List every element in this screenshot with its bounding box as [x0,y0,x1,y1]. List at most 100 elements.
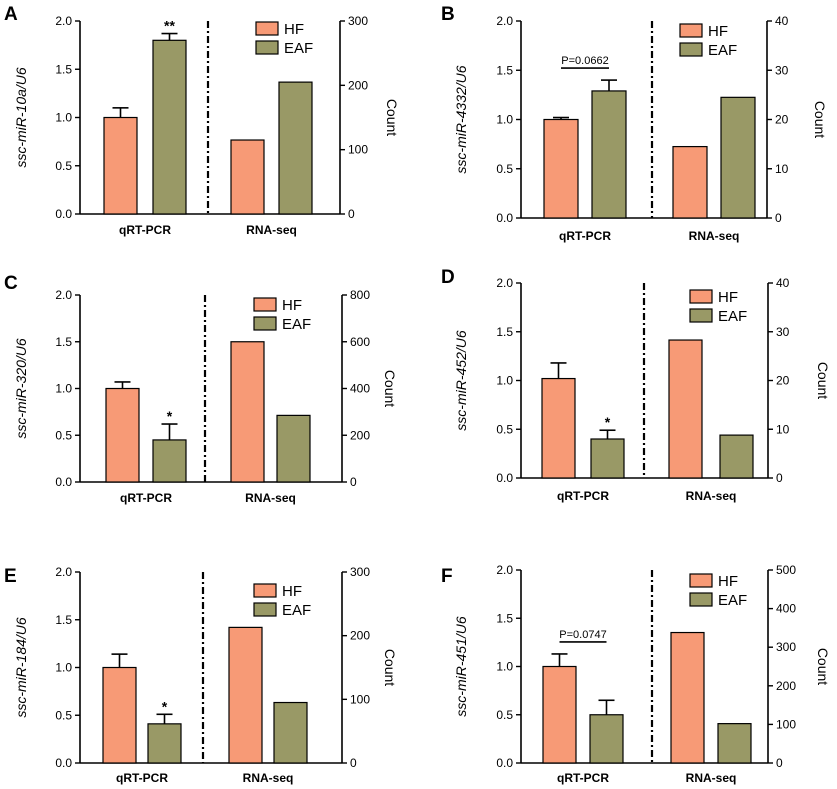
category-label: qRT-PCR [120,491,172,505]
legend-label-hf: HF [284,21,304,38]
category-label: RNA-seq [245,491,296,505]
right-tick-label: 40 [775,14,789,28]
left-tick-label: 2.0 [496,563,513,577]
left-tick-label: 0.5 [55,708,72,722]
left-tick-label: 0.0 [55,756,72,770]
left-tick-label: 1.5 [55,62,72,76]
left-tick-label: 0.0 [496,211,513,225]
bar-qrt-eaf [152,439,187,483]
legend-swatch-eaf [689,592,713,607]
left-tick-label: 1.5 [496,611,513,625]
category-label: qRT-PCR [119,223,171,237]
legend-swatch-hf [689,573,713,588]
left-tick-label: 2.0 [55,14,72,28]
legend-swatch-hf [253,583,277,598]
right-tick-label: 20 [775,113,789,127]
legend-swatch-hf [679,23,703,38]
legend-swatch-eaf [253,316,277,331]
legend-swatch-hf [255,21,279,36]
left-tick-label: 0.5 [55,428,72,442]
right-tick-label: 0 [776,756,783,770]
right-tick-label: 100 [350,692,370,706]
panel-f: F 0.0 0.5 1.0 1.5 2.0 0 100 200 300 400 500 ssc-miR-… [441,563,831,785]
category-label: qRT-PCR [559,229,611,243]
y-axis-label: ssc-miR-10a/U6 [13,67,29,168]
legend-label-hf: HF [282,583,302,600]
bar-rnaseq-hf [672,145,708,219]
right-tick-label: 0 [775,211,782,225]
significance-stars: * [162,698,168,714]
right-tick-label: 20 [776,374,790,388]
y-axis-label: ssc-miR-184/U6 [13,617,29,718]
bar-qrt-eaf [591,90,627,219]
bar-rnaseq-hf [230,341,265,483]
left-tick-label: 2.0 [496,14,513,28]
right-tick-label: 300 [348,14,368,28]
panel-a: A 0.0 0.5 1.0 1.5 2.0 0 100 200 300 ssc-miR-10a/U6… [4,4,400,237]
panel-d: D 0.0 0.5 1.0 1.5 2.0 0 10 20 30 40 ssc-miR-452/U6 C… [441,267,831,503]
left-tick-label: 1.5 [496,325,513,339]
category-label: RNA-seq [686,489,737,503]
y2-axis-label: Count [382,649,398,686]
right-tick-label: 0 [348,207,355,221]
legend-swatch-eaf [255,40,279,55]
legend-label-eaf: EAF [282,316,311,333]
right-tick-label: 200 [776,679,796,693]
significance-stars: * [605,414,611,430]
legend-swatch-eaf [253,602,277,617]
bar-rnaseq-hf [228,626,263,764]
right-tick-label: 0 [350,475,357,489]
bar-qrt-eaf [147,723,182,764]
left-tick-label: 1.0 [496,374,513,388]
significance-stars: * [167,408,173,424]
right-tick-label: 40 [776,276,790,290]
right-tick-label: 30 [776,325,790,339]
bar-rnaseq-eaf [720,96,756,219]
right-tick-label: 600 [350,335,370,349]
significance-stars: ** [164,18,175,34]
bar-rnaseq-hf [670,631,705,764]
y-axis-label: ssc-miR-451/U6 [453,616,469,717]
bar-rnaseq-hf [230,139,265,215]
p-value-label: P=0.0662 [561,55,608,67]
right-tick-label: 100 [348,143,368,157]
left-tick-label: 0.5 [496,422,513,436]
y2-axis-label: Count [815,648,831,685]
bar-rnaseq-eaf [717,723,752,764]
bar-rnaseq-eaf [278,81,313,215]
legend-swatch-eaf [689,308,713,323]
right-tick-label: 400 [350,382,370,396]
bar-rnaseq-eaf [276,414,311,483]
left-tick-label: 0.0 [55,475,72,489]
left-tick-label: 1.0 [496,113,513,127]
panel-label: F [441,566,453,587]
legend-swatch-hf [253,297,277,312]
right-tick-label: 0 [776,471,783,485]
legend-label-hf: HF [718,289,738,306]
y2-axis-label: Count [815,362,831,399]
panel-label: A [4,4,18,25]
p-value-label: P=0.0747 [559,629,606,641]
left-tick-label: 1.0 [55,382,72,396]
legend-label-eaf: EAF [708,42,737,59]
right-tick-label: 500 [776,563,796,577]
right-tick-label: 10 [775,162,789,176]
left-tick-label: 1.0 [55,111,72,125]
y-axis-label: ssc-miR-452/U6 [453,330,469,431]
right-tick-label: 10 [776,422,790,436]
bar-qrt-hf [543,118,579,219]
bar-rnaseq-eaf [273,701,308,764]
category-label: RNA-seq [243,771,294,785]
left-tick-label: 0.0 [496,756,513,770]
bar-rnaseq-eaf [719,434,754,479]
left-tick-label: 1.5 [55,335,72,349]
right-tick-label: 200 [348,78,368,92]
panel-b: B 0.0 0.5 1.0 1.5 2.0 0 10 20 30 40 ssc-miR-4332/U6… [441,4,828,243]
bar-qrt-eaf [590,438,625,479]
category-label: qRT-PCR [557,489,609,503]
left-tick-label: 2.0 [496,276,513,290]
right-tick-label: 400 [776,602,796,616]
legend-label-eaf: EAF [718,308,747,325]
y2-axis-label: Count [384,99,400,136]
